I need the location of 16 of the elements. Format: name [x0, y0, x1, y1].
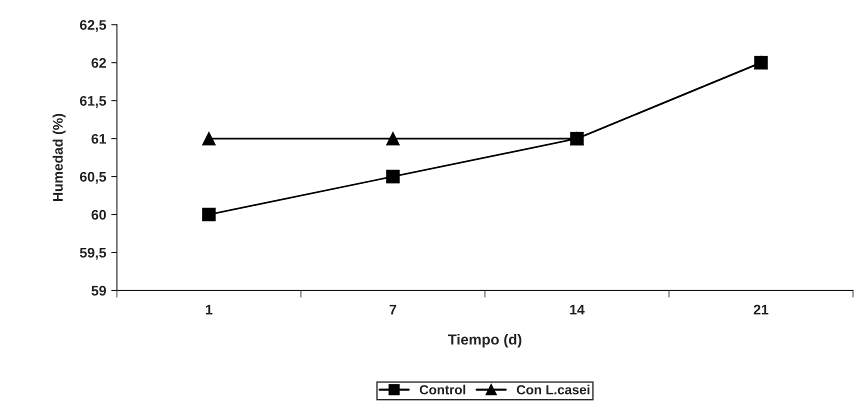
- y-tick-label: 62: [92, 58, 106, 68]
- x-tick-label: 21: [754, 304, 768, 314]
- y-tick-label: 62,5: [80, 20, 106, 32]
- y-tick-label: 60: [92, 210, 106, 220]
- legend-label: Con L.casei: [516, 384, 590, 394]
- y-tick-label: 59,5: [80, 248, 106, 260]
- y-tick-label: 59: [91, 286, 106, 296]
- x-tick-label: 7: [390, 304, 396, 314]
- x-tick-label: 14: [570, 304, 585, 314]
- y-tick-label: 61,5: [80, 96, 106, 108]
- y-tick-label: 61: [92, 134, 106, 144]
- x-tick-label: 1: [206, 304, 212, 314]
- y-axis-title: Humedad (%): [52, 114, 66, 202]
- x-axis-title: Tiempo (d): [448, 334, 522, 348]
- legend-label: Control: [420, 384, 466, 394]
- y-tick-label: 60,5: [80, 172, 106, 184]
